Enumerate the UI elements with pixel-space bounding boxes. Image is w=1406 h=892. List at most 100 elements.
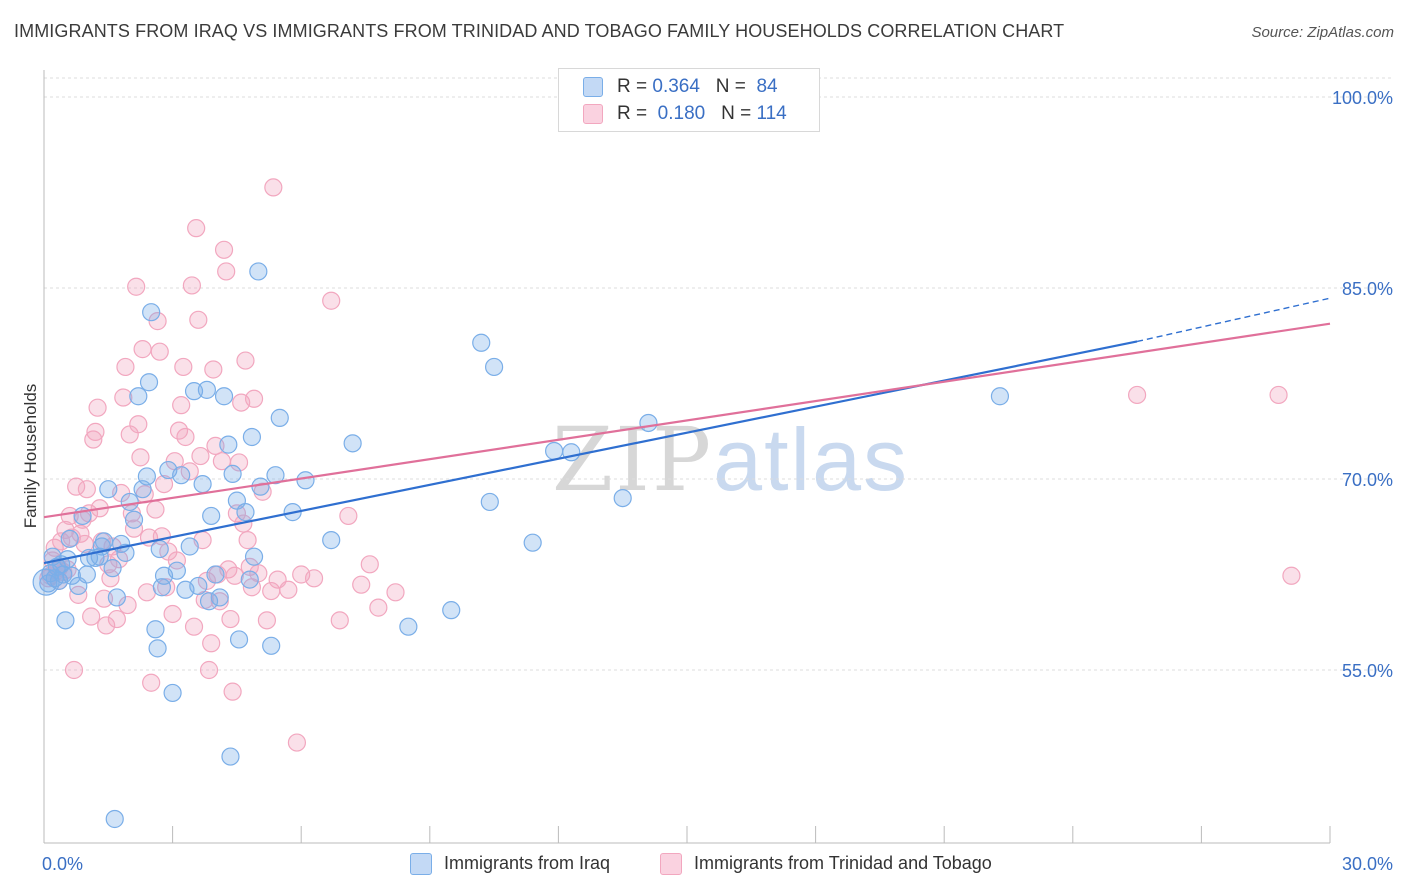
- iraq-point: [152, 578, 171, 597]
- tt-point: [202, 634, 221, 653]
- tt-swatch: [583, 104, 603, 124]
- iraq-point: [480, 492, 499, 512]
- iraq-point: [189, 576, 208, 596]
- iraq-point: [485, 357, 504, 377]
- iraq-point: [399, 617, 418, 636]
- iraq-trend-extension: [1136, 297, 1331, 343]
- iraq-point: [219, 435, 238, 454]
- iraq-n-value: 84: [756, 76, 778, 97]
- iraq-point: [202, 506, 221, 526]
- tt-point: [287, 733, 307, 752]
- iraq-point: [94, 532, 114, 551]
- tt-point: [114, 388, 133, 407]
- iraq-point: [167, 561, 186, 580]
- iraq-point: [242, 427, 262, 447]
- iraq-legend-label: Immigrants from Iraq: [444, 853, 611, 873]
- tt-point: [322, 291, 341, 310]
- legend-iraq-text: R = 0.364 N = 84: [617, 76, 778, 97]
- tt-point: [206, 436, 225, 455]
- iraq-point: [266, 466, 285, 485]
- tt-point: [82, 607, 101, 626]
- iraq-point: [172, 466, 191, 485]
- iraq-point: [236, 503, 255, 522]
- y-tick-label: 70.0%: [1342, 470, 1393, 490]
- tt-point: [257, 611, 277, 630]
- tt-point: [236, 351, 255, 370]
- iraq-point: [193, 474, 212, 494]
- tt-trend-line: [43, 322, 1331, 519]
- tt-point: [199, 660, 219, 680]
- iraq-point: [221, 747, 240, 766]
- tt-point: [264, 178, 283, 197]
- tt-point: [142, 673, 161, 692]
- iraq-point: [148, 639, 167, 658]
- iraq-point: [251, 477, 270, 496]
- iraq-point: [244, 547, 264, 566]
- trend-lines: [43, 297, 1331, 565]
- source-label[interactable]: Source: ZipAtlas.com: [1251, 24, 1394, 41]
- tt-point: [88, 398, 107, 417]
- iraq-point: [343, 434, 362, 453]
- tt-point: [176, 427, 195, 447]
- tt-point: [77, 480, 96, 499]
- iraq-point: [103, 559, 122, 578]
- iraq-trend-line: [43, 340, 1138, 565]
- iraq-point: [206, 565, 225, 584]
- iraq-point: [56, 611, 75, 630]
- iraq-point: [139, 373, 159, 392]
- axes: [43, 70, 1331, 844]
- iraq-point: [442, 601, 461, 620]
- x-tick-label: 0.0%: [42, 854, 83, 874]
- series-iraq-points: [32, 262, 1010, 829]
- iraq-swatch: [583, 77, 603, 97]
- correlation-legend: R = 0.364 N = 84 R = 0.180 N = 114: [558, 68, 820, 132]
- tt-legend-swatch: [660, 853, 682, 875]
- iraq-point: [270, 408, 289, 427]
- iraq-point: [223, 464, 242, 484]
- tt-point: [97, 616, 116, 635]
- iraq-legend-swatch: [410, 853, 432, 875]
- tt-point: [304, 569, 324, 588]
- tt-point: [127, 277, 146, 296]
- tick-labels: 55.0% 70.0% 85.0% 100.0% 0.0% 30.0%: [42, 88, 1393, 874]
- x-tick-label: 30.0%: [1342, 854, 1393, 874]
- iraq-point: [613, 489, 632, 508]
- y-tick-label: 85.0%: [1342, 279, 1393, 299]
- tt-point: [182, 276, 201, 295]
- tt-point: [133, 340, 152, 359]
- legend-tt-text: R = 0.180 N = 114: [617, 103, 787, 124]
- iraq-point: [229, 630, 249, 649]
- iraq-point: [142, 303, 161, 322]
- series-trinidad-tobago-points: [39, 178, 1301, 752]
- iraq-point: [107, 588, 126, 607]
- iraq-point: [210, 588, 229, 607]
- tt-point: [187, 219, 206, 238]
- iraq-point: [62, 566, 81, 585]
- tt-point: [210, 592, 229, 611]
- tt-point: [339, 506, 358, 526]
- tt-point: [116, 357, 135, 377]
- tt-point: [148, 312, 167, 331]
- tt-r-value: 0.180: [657, 103, 706, 124]
- iraq-point: [129, 387, 148, 406]
- tt-point: [71, 524, 90, 543]
- tt-point: [244, 389, 264, 408]
- tt-point: [56, 520, 75, 540]
- iraq-point: [472, 333, 491, 352]
- iraq-point: [105, 809, 124, 829]
- iraq-point: [296, 471, 315, 490]
- iraq-point: [32, 568, 60, 596]
- iraq-point: [77, 565, 96, 584]
- iraq-point: [120, 492, 139, 512]
- tt-point: [67, 477, 86, 496]
- iraq-point: [163, 683, 182, 703]
- iraq-point: [137, 467, 156, 486]
- tt-point: [146, 500, 165, 519]
- tt-point: [64, 660, 84, 680]
- tt-point: [386, 583, 405, 602]
- tt-point: [131, 448, 150, 467]
- iraq-point: [197, 380, 216, 399]
- tt-n-value: 114: [756, 103, 787, 124]
- iraq-point: [180, 537, 199, 556]
